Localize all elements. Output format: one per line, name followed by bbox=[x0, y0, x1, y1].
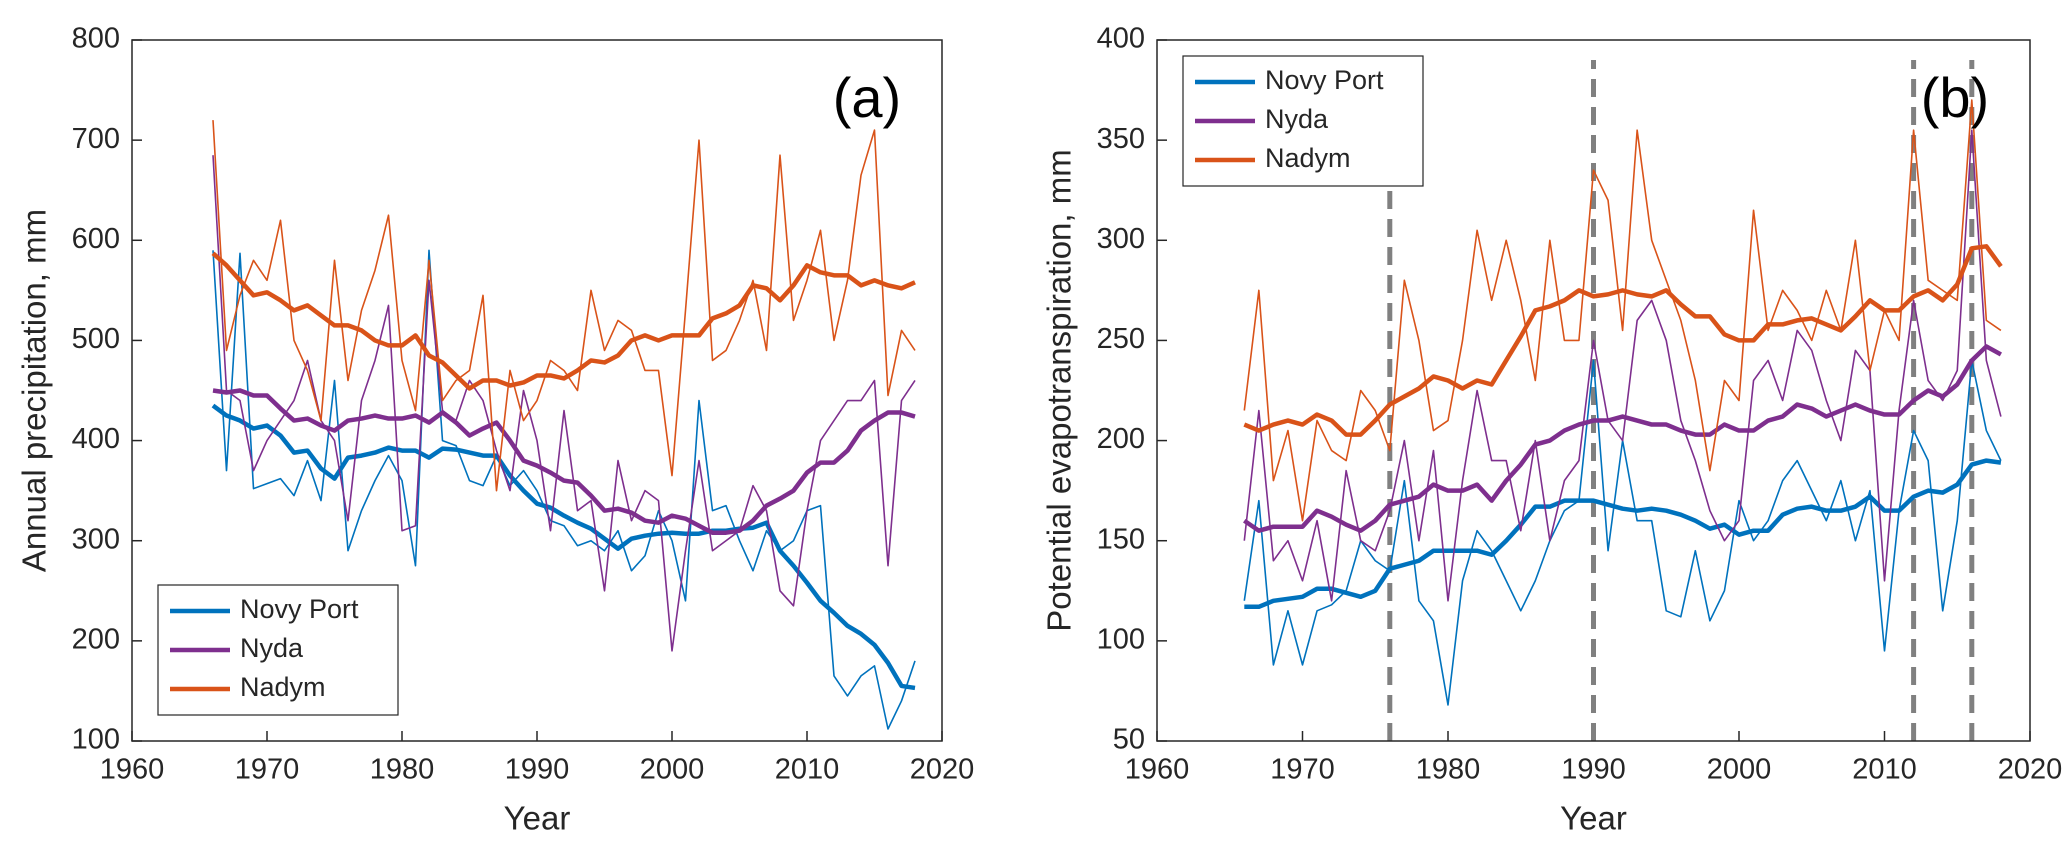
y-tick-label: 200 bbox=[72, 624, 120, 656]
x-tick-label: 2010 bbox=[775, 754, 840, 786]
legend: Novy Port Nyda Nadym bbox=[157, 584, 399, 716]
x-tick-label: 2000 bbox=[640, 754, 705, 786]
x-axis-label: Year bbox=[504, 800, 571, 837]
smoothed-line bbox=[212, 388, 916, 535]
y-tick-label: 150 bbox=[1097, 523, 1145, 555]
x-tick-label: 2010 bbox=[1852, 754, 1917, 786]
panel-label: (a) bbox=[833, 66, 901, 129]
legend-label: Nyda bbox=[1265, 104, 1329, 134]
x-tick-label: 2000 bbox=[1707, 754, 1772, 786]
x-tick-label: 2020 bbox=[910, 754, 975, 786]
annual-line bbox=[212, 249, 916, 730]
y-tick-label: 800 bbox=[72, 23, 120, 55]
y-tick-label: 350 bbox=[1097, 123, 1145, 155]
legend-label: Nadym bbox=[1265, 143, 1351, 173]
x-tick-label: 1990 bbox=[505, 754, 570, 786]
legend: Novy Port Nyda Nadym bbox=[1182, 55, 1424, 187]
smoothed-line bbox=[211, 251, 916, 391]
y-tick-label: 50 bbox=[1113, 724, 1145, 756]
annual-line bbox=[1243, 129, 2002, 602]
chart-panel: 1960 1970 1980 1990 2000 2010 2020 50 100 150 200 2… bbox=[1041, 23, 2063, 837]
smoothed-line bbox=[1244, 458, 2002, 610]
x-tick-label: 1960 bbox=[1125, 754, 1190, 786]
x-tick-label: 1970 bbox=[235, 754, 300, 786]
annual-line bbox=[1243, 99, 2002, 522]
x-tick-label: 1970 bbox=[1270, 754, 1335, 786]
y-tick-label: 400 bbox=[72, 423, 120, 455]
smoothed-line bbox=[1243, 344, 2002, 533]
legend-label: Nyda bbox=[240, 633, 304, 663]
y-tick-label: 700 bbox=[72, 123, 120, 155]
y-tick-label: 250 bbox=[1097, 323, 1145, 355]
y-tick-label: 300 bbox=[72, 523, 120, 555]
y-tick-label: 100 bbox=[72, 724, 120, 756]
y-tick-label: 600 bbox=[72, 223, 120, 255]
y-tick-label: 400 bbox=[1097, 23, 1145, 55]
y-axis-label: Potential evapotranspiration, mm bbox=[1041, 149, 1078, 631]
smoothed-line bbox=[1243, 244, 2003, 437]
y-tick-label: 200 bbox=[1097, 423, 1145, 455]
x-axis-label: Year bbox=[1560, 800, 1627, 837]
x-tick-label: 1960 bbox=[100, 754, 165, 786]
annual-line bbox=[212, 155, 916, 652]
legend-label: Nadym bbox=[240, 672, 326, 702]
panel-label: (b) bbox=[1921, 66, 1989, 129]
annual-line bbox=[212, 120, 916, 492]
legend-label: Novy Port bbox=[1265, 65, 1384, 95]
x-tick-label: 1990 bbox=[1561, 754, 1626, 786]
y-tick-label: 500 bbox=[72, 323, 120, 355]
x-tick-label: 1980 bbox=[370, 754, 435, 786]
legend-label: Novy Port bbox=[240, 594, 359, 624]
chart-panel: 1960 1970 1980 1990 2000 2010 2020 100 200 300 400… bbox=[16, 23, 975, 837]
x-tick-label: 2020 bbox=[1998, 754, 2063, 786]
y-axis-label: Annual precipitation, mm bbox=[16, 209, 53, 572]
axes-box bbox=[1156, 39, 2031, 742]
y-tick-label: 100 bbox=[1097, 624, 1145, 656]
y-tick-label: 300 bbox=[1097, 223, 1145, 255]
axes-box bbox=[131, 39, 943, 742]
x-tick-label: 1980 bbox=[1416, 754, 1481, 786]
